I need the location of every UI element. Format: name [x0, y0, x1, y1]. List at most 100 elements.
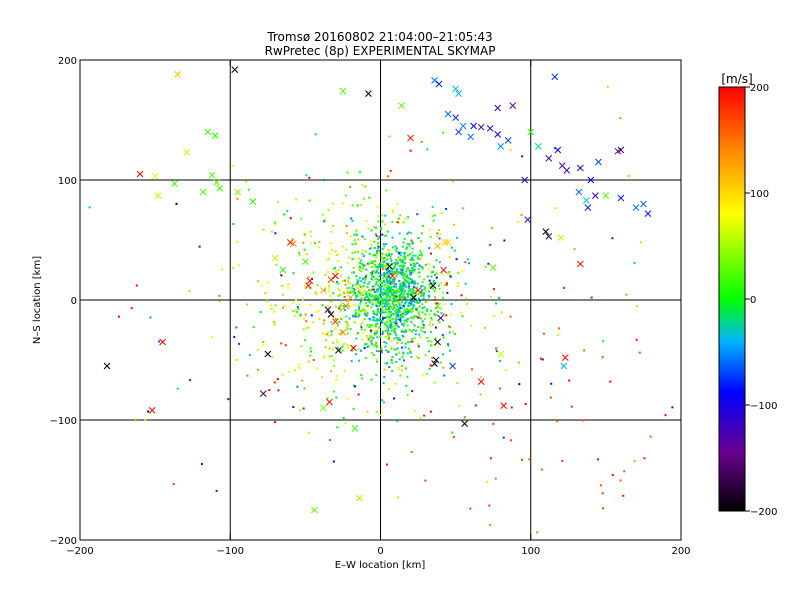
- data-point-dot: [356, 250, 359, 253]
- x-tick-label: −200: [66, 546, 93, 557]
- data-point-cross: [582, 197, 590, 204]
- data-point-dot: [305, 253, 308, 256]
- data-point-dot: [354, 314, 357, 317]
- data-point-dot: [338, 349, 341, 352]
- data-point-dot: [337, 282, 340, 285]
- data-point-dot: [270, 307, 273, 310]
- data-point-dot: [273, 321, 276, 324]
- data-point-dot: [524, 403, 527, 406]
- data-point-dot: [394, 245, 397, 248]
- data-point-dot: [404, 218, 407, 221]
- data-point-dot: [433, 298, 436, 301]
- data-point-dot: [489, 524, 492, 527]
- data-point-dot: [391, 317, 394, 320]
- data-point-cross: [494, 104, 502, 112]
- data-point-dot: [402, 261, 405, 264]
- data-point-dot: [371, 271, 374, 274]
- data-point-dot: [385, 299, 388, 302]
- data-point-dot: [355, 283, 358, 286]
- data-point-dot: [381, 399, 384, 402]
- data-point-cross: [398, 102, 405, 109]
- data-point-dot: [362, 264, 365, 267]
- data-point-dot: [406, 292, 409, 295]
- data-point-dot: [418, 305, 421, 308]
- data-point-dot: [259, 311, 262, 314]
- data-point-dot: [390, 313, 393, 316]
- data-point-dot: [380, 293, 383, 296]
- data-point-dot: [428, 228, 431, 231]
- data-point-cross: [342, 302, 350, 310]
- data-point-dot: [312, 359, 315, 362]
- data-point-dot: [445, 284, 448, 287]
- data-point-dot: [351, 204, 354, 207]
- data-point-dot: [392, 296, 395, 299]
- data-point-dot: [416, 355, 419, 358]
- data-point-dot: [354, 292, 357, 295]
- data-point-dot: [390, 299, 393, 302]
- data-point-dot: [633, 261, 636, 264]
- data-point-dot: [383, 340, 386, 343]
- data-point-dot: [396, 262, 399, 265]
- data-point-dot: [380, 312, 383, 315]
- data-point-dot: [372, 285, 375, 288]
- data-point-dot: [346, 332, 349, 335]
- data-point-dot: [396, 268, 399, 271]
- data-point-dot: [370, 277, 373, 280]
- data-point-dot: [387, 290, 390, 293]
- data-point-dot: [379, 325, 382, 328]
- data-point-dot: [398, 232, 401, 235]
- data-point-dot: [410, 258, 413, 261]
- data-point-dot: [402, 293, 405, 296]
- data-point-dot: [404, 297, 407, 300]
- data-point-dot: [351, 284, 354, 287]
- data-point-dot: [308, 275, 311, 278]
- data-point-dot: [413, 269, 416, 272]
- data-point-dot: [406, 274, 409, 277]
- data-point-dot: [373, 332, 376, 335]
- data-point-dot: [231, 165, 234, 168]
- data-point-dot: [366, 286, 369, 289]
- data-point-cross: [350, 344, 357, 352]
- data-point-dot: [415, 289, 418, 292]
- data-point-dot: [372, 310, 375, 313]
- data-point-dot: [430, 309, 433, 312]
- data-point-dot: [389, 286, 392, 289]
- data-point-dot: [346, 262, 349, 265]
- data-point-dot: [365, 335, 368, 338]
- data-point-cross: [335, 347, 342, 354]
- data-point-dot: [362, 284, 365, 287]
- data-point-dot: [376, 290, 379, 293]
- data-point-dot: [396, 313, 399, 316]
- data-point-dot: [423, 331, 426, 334]
- data-point-dot: [394, 320, 397, 323]
- data-point-dot: [393, 266, 396, 269]
- data-point-dot: [395, 348, 398, 351]
- data-point-dot: [423, 288, 426, 291]
- data-point-cross: [617, 194, 625, 202]
- data-point-cross: [231, 66, 239, 73]
- data-point-dot: [395, 295, 398, 298]
- x-axis-label: E–W location [km]: [335, 560, 426, 571]
- data-point-dot: [347, 276, 350, 279]
- data-point-dot: [391, 308, 394, 311]
- data-point-dot: [392, 294, 395, 297]
- data-point-dot: [486, 480, 489, 483]
- data-point-dot: [411, 340, 414, 343]
- data-point-dot: [463, 416, 466, 419]
- data-point-dot: [337, 260, 340, 263]
- data-point-dot: [360, 203, 363, 206]
- data-point-dot: [382, 260, 385, 263]
- data-point-dot: [397, 325, 400, 328]
- data-point-dot: [390, 259, 393, 262]
- data-point-dot: [421, 267, 424, 270]
- data-point-dot: [602, 340, 605, 343]
- data-point-dot: [387, 300, 390, 303]
- data-point-dot: [395, 323, 398, 326]
- data-point-dot: [392, 280, 395, 283]
- data-point-dot: [458, 404, 461, 407]
- data-point-dot: [386, 268, 389, 271]
- data-point-dot: [393, 282, 396, 285]
- data-point-dot: [375, 280, 378, 283]
- data-point-dot: [358, 307, 361, 310]
